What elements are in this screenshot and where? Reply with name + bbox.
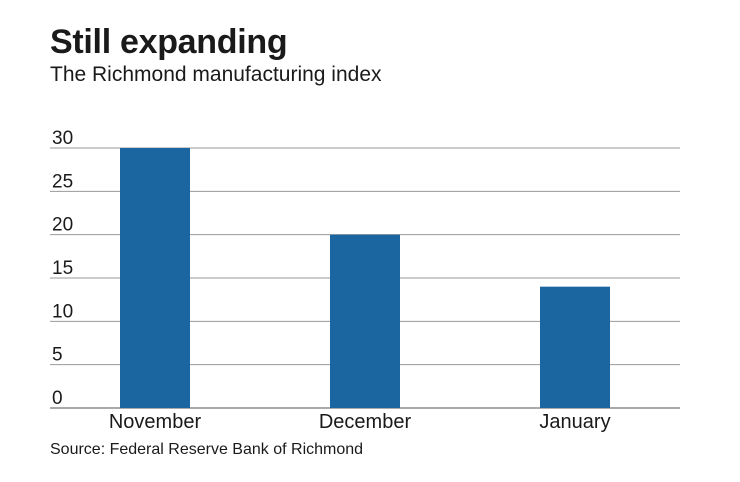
x-tick-label-december: December xyxy=(319,411,412,433)
y-tick-label-5: 5 xyxy=(52,345,63,366)
source-note: Source: Federal Reserve Bank of Richmond xyxy=(50,441,364,458)
y-tick-label-30: 30 xyxy=(52,128,73,149)
x-axis-ticks: November December January xyxy=(109,411,611,433)
x-tick-label-january: January xyxy=(539,411,610,433)
chart-subtitle: The Richmond manufacturing index xyxy=(50,63,382,86)
bars xyxy=(120,148,610,408)
y-tick-label-10: 10 xyxy=(52,301,73,322)
bar-january xyxy=(540,286,610,408)
y-tick-label-25: 25 xyxy=(52,171,73,192)
chart-title: Still expanding xyxy=(50,23,288,61)
y-axis-ticks: 0 5 10 15 20 25 30 xyxy=(52,128,73,409)
x-tick-label-november: November xyxy=(109,411,202,433)
y-tick-label-0: 0 xyxy=(52,388,63,409)
bar-november xyxy=(120,148,190,408)
y-tick-label-15: 15 xyxy=(52,258,73,279)
y-tick-label-20: 20 xyxy=(52,215,73,236)
bar-december xyxy=(330,234,400,408)
